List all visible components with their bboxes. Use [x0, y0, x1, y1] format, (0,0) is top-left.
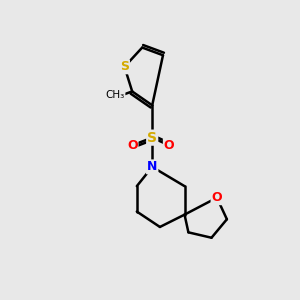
Text: O: O: [164, 139, 175, 152]
Text: O: O: [212, 191, 222, 204]
Text: S: S: [120, 60, 129, 73]
Text: S: S: [147, 130, 157, 145]
Text: O: O: [127, 139, 137, 152]
Text: CH₃: CH₃: [106, 90, 125, 100]
Text: N: N: [147, 160, 158, 173]
